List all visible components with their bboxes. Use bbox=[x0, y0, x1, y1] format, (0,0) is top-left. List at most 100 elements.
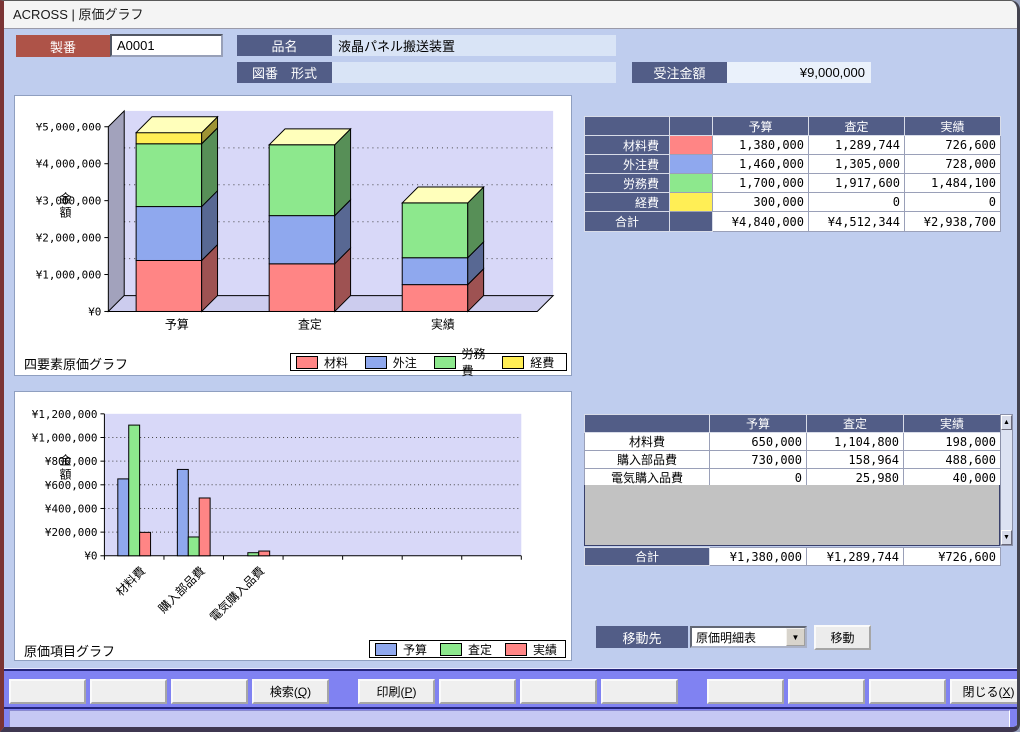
value-cell: 1,305,000 bbox=[808, 154, 905, 174]
detail-table-scrollbar[interactable]: ▲ ▼ bbox=[1000, 414, 1013, 546]
chart1-legend: 材料 外注 労務費 経費 bbox=[290, 347, 567, 378]
table-row[interactable]: 購入部品費 730,000 158,964 488,600 bbox=[584, 450, 1001, 469]
hinmei-value: 液晶パネル搬送装置 bbox=[332, 35, 616, 56]
legend-swatch bbox=[433, 355, 456, 369]
legend-label: 査定 bbox=[468, 642, 493, 657]
row-label: 労務費 bbox=[584, 173, 670, 193]
value-cell[interactable]: 25,980 bbox=[806, 468, 904, 487]
stacked-bar-chart: ¥0 ¥1,000,000 ¥2,000,000 ¥3,000,000 ¥4,000,0… bbox=[36, 109, 555, 331]
legend-swatch bbox=[505, 642, 527, 656]
value-cell: 1,289,744 bbox=[808, 135, 905, 155]
row-label: 経費 bbox=[584, 192, 670, 212]
legend-item: 労務費 bbox=[429, 345, 498, 379]
total-value-cell: ¥1,380,000 bbox=[709, 547, 807, 566]
legend-label: 実績 bbox=[533, 642, 558, 657]
legend-item: 査定 bbox=[435, 641, 500, 658]
total-label: 合計 bbox=[584, 547, 710, 566]
svg-text:実績: 実績 bbox=[431, 317, 455, 331]
move-destination-select[interactable]: 原価明細表 ▼ bbox=[690, 626, 807, 648]
chart2-legend: 予算 査定 実績 bbox=[369, 640, 566, 658]
svg-text:¥1,000,000: ¥1,000,000 bbox=[36, 268, 102, 281]
toolbar-button-7[interactable] bbox=[520, 679, 597, 704]
cost-summary-table: 予算 査定 実績 材料費 1,380,000 1,289,744 726,600 外注費 1,4… bbox=[584, 116, 1001, 232]
move-destination-value: 原価明細表 bbox=[696, 631, 757, 645]
legend-label: 経費 bbox=[530, 355, 555, 370]
svg-text:¥4,000,000: ¥4,000,000 bbox=[36, 158, 102, 171]
column-header: 予算 bbox=[709, 414, 807, 433]
chevron-down-icon[interactable]: ▼ bbox=[786, 628, 805, 646]
chart2-y-axis-label: 金額 bbox=[58, 454, 72, 482]
total-label: 合計 bbox=[584, 211, 670, 232]
legend-item: 材料 bbox=[291, 354, 360, 371]
table-row[interactable]: 電気購入品費 0 25,980 40,000 bbox=[584, 468, 1001, 487]
svg-text:材料費: 材料費 bbox=[113, 564, 148, 599]
search-button[interactable]: 検索(Q) bbox=[252, 679, 329, 704]
legend-swatch bbox=[440, 642, 462, 656]
table-row: 経費 300,000 0 0 bbox=[584, 192, 1001, 212]
value-cell[interactable]: 650,000 bbox=[709, 432, 807, 451]
toolbar-button-3[interactable] bbox=[171, 679, 248, 704]
svg-text:¥400,000: ¥400,000 bbox=[45, 502, 98, 515]
value-cell[interactable]: 40,000 bbox=[903, 468, 1001, 487]
toolbar-button-8[interactable] bbox=[601, 679, 678, 704]
status-bar bbox=[9, 710, 1010, 727]
grouped-bar-chart: ¥0 ¥200,000 ¥400,000 ¥600,000 ¥800,000 ¥1,000… bbox=[32, 408, 522, 624]
value-cell[interactable]: 1,104,800 bbox=[806, 432, 904, 451]
four-element-cost-chart-panel: ¥0 ¥1,000,000 ¥2,000,000 ¥3,000,000 ¥4,000,0… bbox=[14, 95, 572, 378]
row-label[interactable]: 電気購入品費 bbox=[584, 468, 710, 487]
zuban-label: 図番 形式 bbox=[237, 62, 332, 83]
value-cell[interactable]: 198,000 bbox=[903, 432, 1001, 451]
value-cell[interactable]: 158,964 bbox=[806, 450, 904, 469]
value-cell: 1,380,000 bbox=[712, 135, 809, 155]
cost-item-chart-panel: ¥0 ¥200,000 ¥400,000 ¥600,000 ¥800,000 ¥1,000… bbox=[14, 391, 572, 661]
chart2-title: 原価項目グラフ bbox=[24, 644, 116, 659]
legend-item: 実績 bbox=[500, 641, 565, 658]
svg-text:¥800,000: ¥800,000 bbox=[45, 455, 98, 468]
legend-label: 外注 bbox=[392, 355, 417, 370]
toolbar-button-6[interactable] bbox=[439, 679, 516, 704]
toolbar-button-1[interactable] bbox=[9, 679, 86, 704]
value-cell: 1,700,000 bbox=[712, 173, 809, 193]
toolbar-button-10[interactable] bbox=[788, 679, 865, 704]
svg-text:¥1,000,000: ¥1,000,000 bbox=[32, 431, 98, 444]
value-cell[interactable]: 0 bbox=[709, 468, 807, 487]
row-label: 材料費 bbox=[584, 135, 670, 155]
close-button[interactable]: 閉じる(X) bbox=[950, 679, 1017, 704]
move-button[interactable]: 移動 bbox=[814, 625, 871, 650]
zuban-value bbox=[332, 62, 616, 83]
svg-text:¥1,200,000: ¥1,200,000 bbox=[32, 408, 98, 421]
total-value-cell: ¥1,289,744 bbox=[806, 547, 904, 566]
move-destination-label: 移動先 bbox=[596, 626, 688, 648]
column-header: 予算 bbox=[712, 116, 809, 136]
value-cell: 726,600 bbox=[904, 135, 1001, 155]
print-button[interactable]: 印刷(P) bbox=[358, 679, 435, 704]
toolbar-button-2[interactable] bbox=[90, 679, 167, 704]
legend-label: 材料 bbox=[324, 355, 349, 370]
legend-swatch bbox=[364, 355, 387, 369]
row-label[interactable]: 購入部品費 bbox=[584, 450, 710, 469]
value-cell: 0 bbox=[904, 192, 1001, 212]
column-header: 実績 bbox=[903, 414, 1001, 433]
legend-item: 外注 bbox=[360, 354, 429, 371]
scroll-up-icon[interactable]: ▲ bbox=[1001, 415, 1012, 430]
column-header: 実績 bbox=[904, 116, 1001, 136]
row-label[interactable]: 材料費 bbox=[584, 432, 710, 451]
column-header: 査定 bbox=[806, 414, 904, 433]
scroll-down-icon[interactable]: ▼ bbox=[1001, 530, 1012, 545]
toolbar-button-11[interactable] bbox=[869, 679, 946, 704]
value-cell: 1,460,000 bbox=[712, 154, 809, 174]
total-row: 合計 ¥4,840,000 ¥4,512,344 ¥2,938,700 bbox=[584, 211, 1001, 232]
seiban-input[interactable] bbox=[110, 34, 223, 57]
svg-text:¥5,000,000: ¥5,000,000 bbox=[36, 121, 102, 134]
order-amount-value: ¥9,000,000 bbox=[727, 62, 871, 83]
value-cell[interactable]: 730,000 bbox=[709, 450, 807, 469]
toolbar-button-9[interactable] bbox=[707, 679, 784, 704]
table-row[interactable]: 材料費 650,000 1,104,800 198,000 bbox=[584, 432, 1001, 451]
seiban-label: 製番 bbox=[16, 35, 110, 57]
detail-total-row: 合計 ¥1,380,000 ¥1,289,744 ¥726,600 bbox=[584, 547, 1001, 566]
value-cell: 300,000 bbox=[712, 192, 809, 212]
series-color-swatch bbox=[669, 192, 713, 212]
value-cell[interactable]: 488,600 bbox=[903, 450, 1001, 469]
svg-text:¥3,000,000: ¥3,000,000 bbox=[36, 195, 102, 208]
